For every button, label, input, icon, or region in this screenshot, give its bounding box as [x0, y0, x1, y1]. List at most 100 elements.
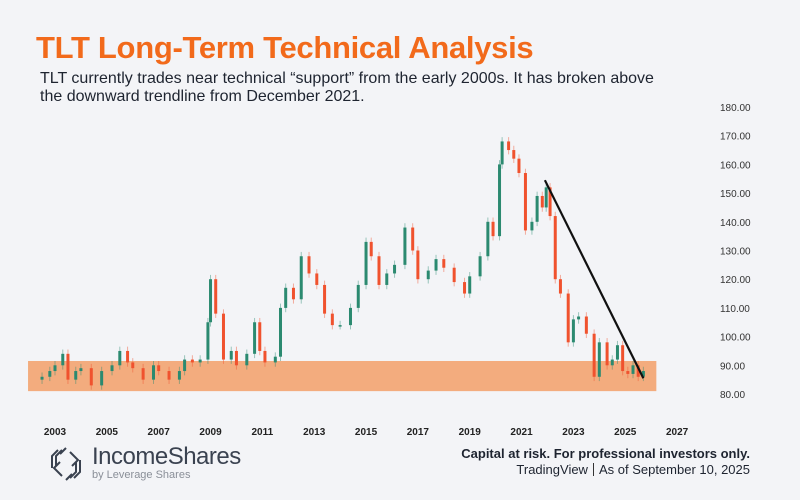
- x-tick-label: 2021: [510, 427, 533, 438]
- candle: [53, 365, 57, 372]
- candle: [610, 359, 614, 366]
- x-tick-label: 2015: [355, 427, 378, 438]
- x-tick-label: 2009: [199, 427, 222, 438]
- disclaimer: Capital at risk. For professional invest…: [461, 446, 750, 478]
- candle: [523, 173, 527, 231]
- candle: [478, 256, 482, 277]
- y-tick-label: 100.00: [720, 333, 751, 344]
- candle: [66, 353, 70, 380]
- candle: [615, 345, 619, 360]
- candle: [157, 365, 161, 372]
- candle: [442, 259, 446, 268]
- x-tick-label: 2023: [562, 427, 585, 438]
- candle: [291, 287, 295, 300]
- y-tick-label: 160.00: [720, 160, 751, 171]
- candle: [234, 350, 238, 366]
- x-tick-label: 2013: [303, 427, 326, 438]
- candle: [214, 279, 218, 314]
- as-of-date: As of September 10, 2025: [598, 462, 750, 477]
- candle: [229, 350, 233, 360]
- candle: [263, 350, 267, 363]
- separator: [592, 463, 594, 476]
- candle: [411, 227, 415, 251]
- y-tick-label: 150.00: [720, 189, 751, 200]
- candle: [641, 371, 645, 377]
- candle: [577, 316, 581, 320]
- candle: [584, 316, 588, 334]
- candle: [126, 350, 130, 363]
- candle: [273, 356, 277, 363]
- candle: [517, 158, 521, 174]
- candle: [452, 267, 456, 283]
- candle: [512, 150, 516, 159]
- x-tick-label: 2007: [148, 427, 171, 438]
- candle: [323, 284, 327, 314]
- candle: [177, 371, 181, 380]
- candle: [356, 284, 360, 308]
- candle: [198, 359, 202, 363]
- candle: [221, 313, 225, 360]
- candle: [592, 333, 596, 377]
- y-tick-label: 110.00: [720, 304, 750, 315]
- x-axis: 2003 2005 2007 2009 2011 2013 2015 2017 2019 2021…: [44, 427, 689, 438]
- candle: [553, 216, 557, 280]
- candle: [330, 313, 334, 326]
- candle: [548, 187, 552, 217]
- candle: [434, 259, 438, 271]
- candle: [209, 279, 213, 323]
- candle: [315, 273, 319, 285]
- candle: [540, 195, 544, 208]
- candle: [530, 221, 534, 231]
- candle: [258, 322, 262, 351]
- candle: [338, 325, 342, 327]
- page-title: TLT Long-Term Technical Analysis: [36, 30, 534, 65]
- candle: [566, 293, 570, 343]
- y-tick-label: 80.00: [720, 390, 745, 401]
- candle: [40, 376, 44, 380]
- y-tick-label: 90.00: [720, 361, 745, 372]
- logo-mark-icon: [51, 446, 81, 481]
- subtitle: TLT currently trades near technical “sup…: [40, 70, 654, 105]
- candle: [61, 353, 65, 366]
- x-tick-label: 2019: [459, 427, 482, 438]
- candle: [79, 368, 83, 372]
- x-tick-label: 2025: [614, 427, 637, 438]
- candle: [544, 187, 548, 208]
- candle: [535, 195, 539, 222]
- y-tick-label: 120.00: [720, 275, 751, 286]
- incomeshares-logo: IncomeShares by Leverage Shares: [48, 445, 241, 482]
- candle: [621, 345, 625, 372]
- candle: [299, 256, 303, 300]
- candle: [348, 307, 352, 326]
- candle: [597, 342, 601, 377]
- candle: [605, 342, 609, 366]
- brand-subtitle: by Leverage Shares: [92, 469, 191, 481]
- candle: [364, 241, 368, 285]
- y-tick-label: 130.00: [720, 247, 751, 258]
- price-chart: 80.00 90.00 100.00 110.00 120.00 130.00 140.00…: [28, 103, 751, 438]
- candle: [507, 141, 511, 151]
- x-tick-label: 2005: [96, 427, 119, 438]
- candle: [141, 368, 145, 380]
- candle: [500, 141, 504, 165]
- candle: [89, 368, 93, 386]
- candle: [498, 164, 502, 237]
- x-tick-label: 2017: [407, 427, 430, 438]
- candle: [626, 371, 630, 374]
- x-tick-label: 2003: [44, 427, 67, 438]
- candle: [100, 371, 104, 386]
- candle: [48, 371, 52, 377]
- candle: [245, 353, 249, 366]
- candle: [426, 270, 430, 280]
- candle: [307, 256, 311, 274]
- candle: [377, 256, 381, 285]
- candle: [463, 282, 467, 294]
- candle: [118, 350, 122, 366]
- candle: [636, 365, 640, 377]
- candle: [631, 365, 635, 374]
- candle: [151, 365, 155, 380]
- candle: [416, 250, 420, 280]
- candle: [393, 264, 397, 274]
- candle: [206, 322, 210, 360]
- risk-warning: Capital at risk. For professional invest…: [461, 446, 750, 461]
